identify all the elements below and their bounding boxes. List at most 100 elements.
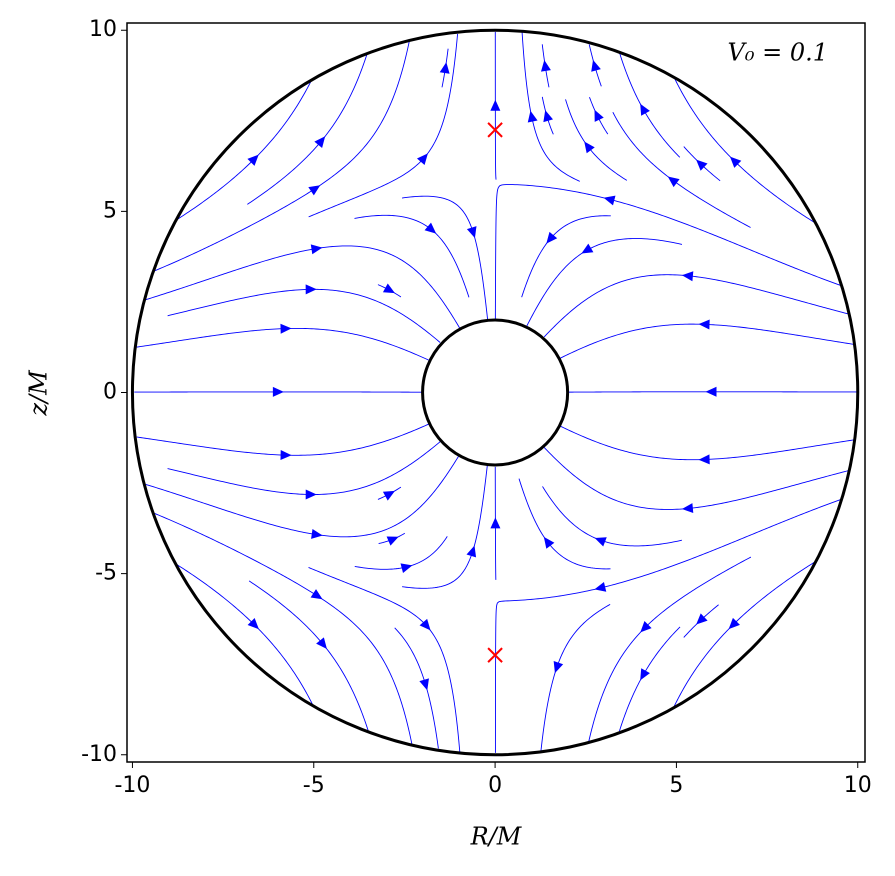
arrow bbox=[553, 661, 564, 674]
arrow bbox=[543, 536, 555, 549]
streamline bbox=[559, 323, 854, 359]
arrow bbox=[490, 517, 501, 529]
plot-frame bbox=[126, 22, 866, 763]
streamline bbox=[526, 238, 683, 327]
arrow bbox=[729, 156, 742, 168]
arrow bbox=[640, 103, 650, 116]
streamline bbox=[494, 184, 842, 320]
streamline bbox=[542, 486, 682, 547]
x-tick-label: -5 bbox=[303, 773, 325, 798]
streamline bbox=[402, 465, 488, 589]
y-tick-label: 5 bbox=[103, 198, 117, 223]
arrow bbox=[603, 195, 616, 206]
arrow bbox=[308, 185, 321, 196]
streamline bbox=[248, 580, 369, 731]
arrow bbox=[698, 319, 710, 330]
arrow bbox=[305, 284, 317, 295]
arrow bbox=[310, 244, 323, 255]
arrow bbox=[419, 678, 429, 691]
arrow bbox=[527, 110, 538, 123]
boundary-circle bbox=[130, 28, 860, 757]
arrow bbox=[594, 109, 604, 122]
arrow bbox=[728, 617, 740, 630]
streamlines bbox=[134, 31, 858, 753]
arrow bbox=[416, 153, 428, 165]
streamline bbox=[673, 561, 816, 708]
arrow bbox=[581, 243, 594, 254]
streamline bbox=[145, 455, 460, 538]
arrow bbox=[247, 154, 259, 166]
streamline bbox=[674, 78, 816, 224]
arrow bbox=[594, 581, 607, 592]
y-tick-label: -5 bbox=[95, 561, 117, 586]
arrow bbox=[667, 176, 680, 188]
arrow bbox=[490, 99, 501, 111]
streamline bbox=[175, 563, 314, 706]
arrow bbox=[310, 589, 323, 600]
arrow bbox=[698, 454, 710, 465]
arrow bbox=[466, 545, 477, 558]
x-tick-label: -10 bbox=[114, 773, 150, 798]
arrow bbox=[382, 283, 395, 294]
streamline bbox=[136, 327, 429, 361]
streamline bbox=[619, 52, 681, 158]
streamline bbox=[521, 32, 580, 182]
saddle-marker bbox=[487, 647, 503, 663]
streamline bbox=[154, 41, 410, 272]
x-axis-label: R/M bbox=[470, 823, 523, 851]
arrow bbox=[305, 489, 317, 500]
streamline bbox=[612, 111, 751, 228]
streamline bbox=[518, 478, 611, 570]
streamline bbox=[308, 567, 461, 753]
streamline bbox=[394, 627, 439, 749]
arrow bbox=[400, 563, 413, 574]
y-tick-label: 0 bbox=[103, 380, 117, 405]
arrow bbox=[584, 141, 595, 154]
streamline bbox=[136, 423, 429, 456]
arrow bbox=[424, 222, 437, 234]
arrow bbox=[696, 159, 708, 171]
arrow bbox=[640, 668, 650, 681]
x-tick-label: 10 bbox=[844, 773, 872, 798]
streamline bbox=[167, 441, 441, 495]
streamline bbox=[494, 498, 842, 753]
streamline bbox=[167, 288, 441, 343]
arrow bbox=[696, 613, 708, 625]
arrow bbox=[594, 537, 607, 547]
arrow bbox=[272, 386, 284, 397]
arrow bbox=[546, 231, 558, 244]
arrow bbox=[382, 490, 395, 501]
x-tick-label: 5 bbox=[669, 773, 683, 798]
y-tick-label: 10 bbox=[89, 17, 117, 42]
streamline bbox=[354, 214, 470, 298]
arrow bbox=[386, 536, 399, 546]
streamline bbox=[145, 245, 461, 329]
streamline bbox=[177, 81, 312, 220]
streamline bbox=[247, 54, 368, 205]
saddle-marker bbox=[487, 122, 503, 138]
streamline bbox=[559, 425, 854, 461]
arrow bbox=[419, 618, 431, 631]
arrow bbox=[681, 503, 694, 514]
arrow bbox=[280, 450, 292, 461]
x-tick-label: 0 bbox=[488, 773, 502, 798]
streamline bbox=[543, 274, 849, 338]
boundary-circle bbox=[421, 318, 570, 467]
streamline bbox=[154, 513, 413, 745]
streamline bbox=[401, 195, 489, 321]
arrow bbox=[316, 637, 327, 650]
streamline bbox=[543, 447, 849, 510]
arrow bbox=[540, 59, 551, 72]
arrow bbox=[311, 528, 323, 539]
arrow bbox=[247, 617, 259, 630]
arrow bbox=[543, 110, 554, 123]
arrow bbox=[640, 621, 652, 633]
streamline bbox=[521, 215, 611, 298]
streamline bbox=[619, 626, 681, 732]
arrow bbox=[439, 62, 450, 74]
streamline bbox=[308, 33, 459, 218]
arrow bbox=[705, 386, 717, 397]
arrow bbox=[466, 226, 477, 239]
